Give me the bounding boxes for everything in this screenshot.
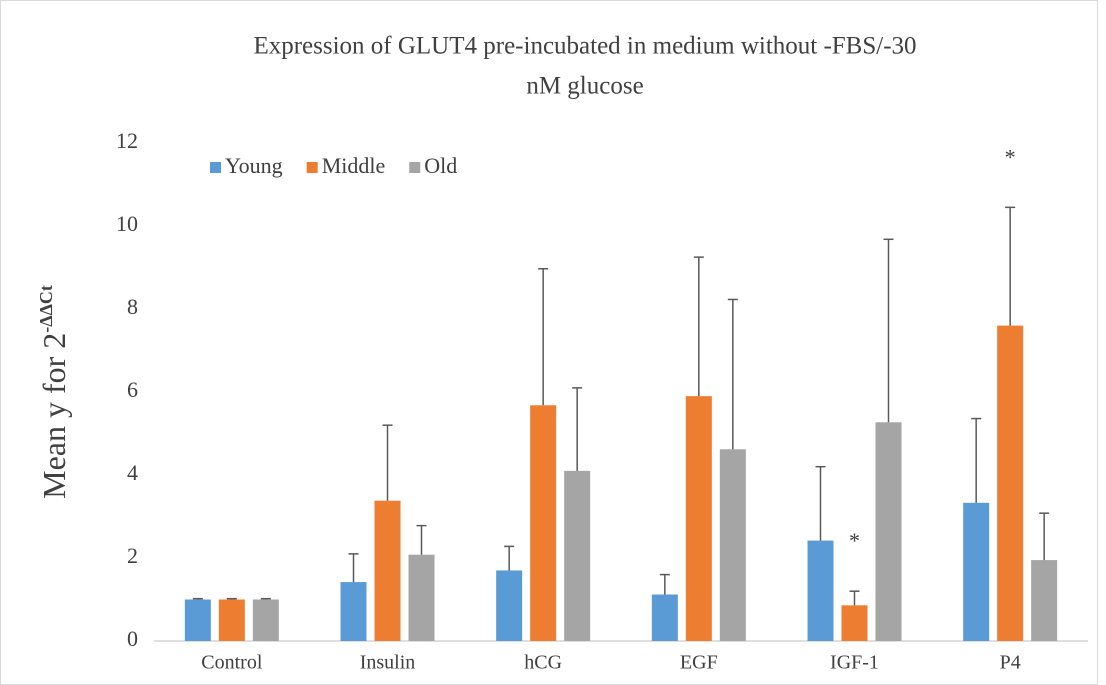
- x-tick-label: P4: [1000, 652, 1021, 674]
- y-tick-label: 8: [127, 294, 138, 319]
- bar: [184, 599, 211, 641]
- legend-swatch: [306, 162, 318, 173]
- x-tick-label: Insulin: [360, 652, 416, 674]
- legend-label: Old: [424, 153, 457, 178]
- legend-swatch: [210, 162, 221, 173]
- bar: [374, 500, 401, 641]
- bar: [807, 540, 834, 641]
- y-tick-label: 10: [116, 211, 138, 236]
- x-tick-label: EGF: [680, 652, 718, 674]
- y-axis-label: Mean y for 2-ΔΔCt: [36, 285, 72, 499]
- x-tick-label: IGF-1: [830, 652, 879, 674]
- bar: [651, 594, 678, 641]
- chart-title: nM glucose: [526, 73, 643, 100]
- y-tick-label: 2: [127, 543, 138, 568]
- bar: [875, 422, 902, 641]
- bar: [530, 405, 557, 641]
- x-tick-label: Control: [201, 652, 263, 674]
- chart-title: Expression of GLUT4 pre-incubated in med…: [253, 33, 916, 60]
- legend-label: Middle: [322, 153, 386, 178]
- bar: [997, 325, 1024, 641]
- y-tick-label: 0: [127, 626, 138, 651]
- bar: [685, 396, 712, 641]
- bar: [340, 582, 367, 641]
- bar: [963, 502, 990, 641]
- bar: [252, 599, 279, 641]
- annotation: *: [849, 528, 860, 553]
- x-tick-label: hCG: [524, 652, 562, 674]
- y-tick-label: 6: [127, 377, 138, 402]
- legend-swatch: [409, 162, 421, 173]
- bar: [408, 554, 435, 641]
- y-tick-label: 12: [116, 128, 138, 153]
- bar: [719, 449, 746, 641]
- y-axis-label-sup: -ΔΔCt: [36, 285, 56, 333]
- y-tick-label: 4: [127, 460, 138, 485]
- annotation: *: [1005, 144, 1016, 169]
- bar: [496, 570, 523, 641]
- legend-label: Young: [225, 153, 283, 178]
- bar: [1031, 560, 1058, 641]
- bar: [218, 599, 245, 641]
- y-axis-label-text: Mean y for 2: [36, 333, 72, 499]
- bar: [564, 470, 591, 641]
- bar: [841, 605, 868, 641]
